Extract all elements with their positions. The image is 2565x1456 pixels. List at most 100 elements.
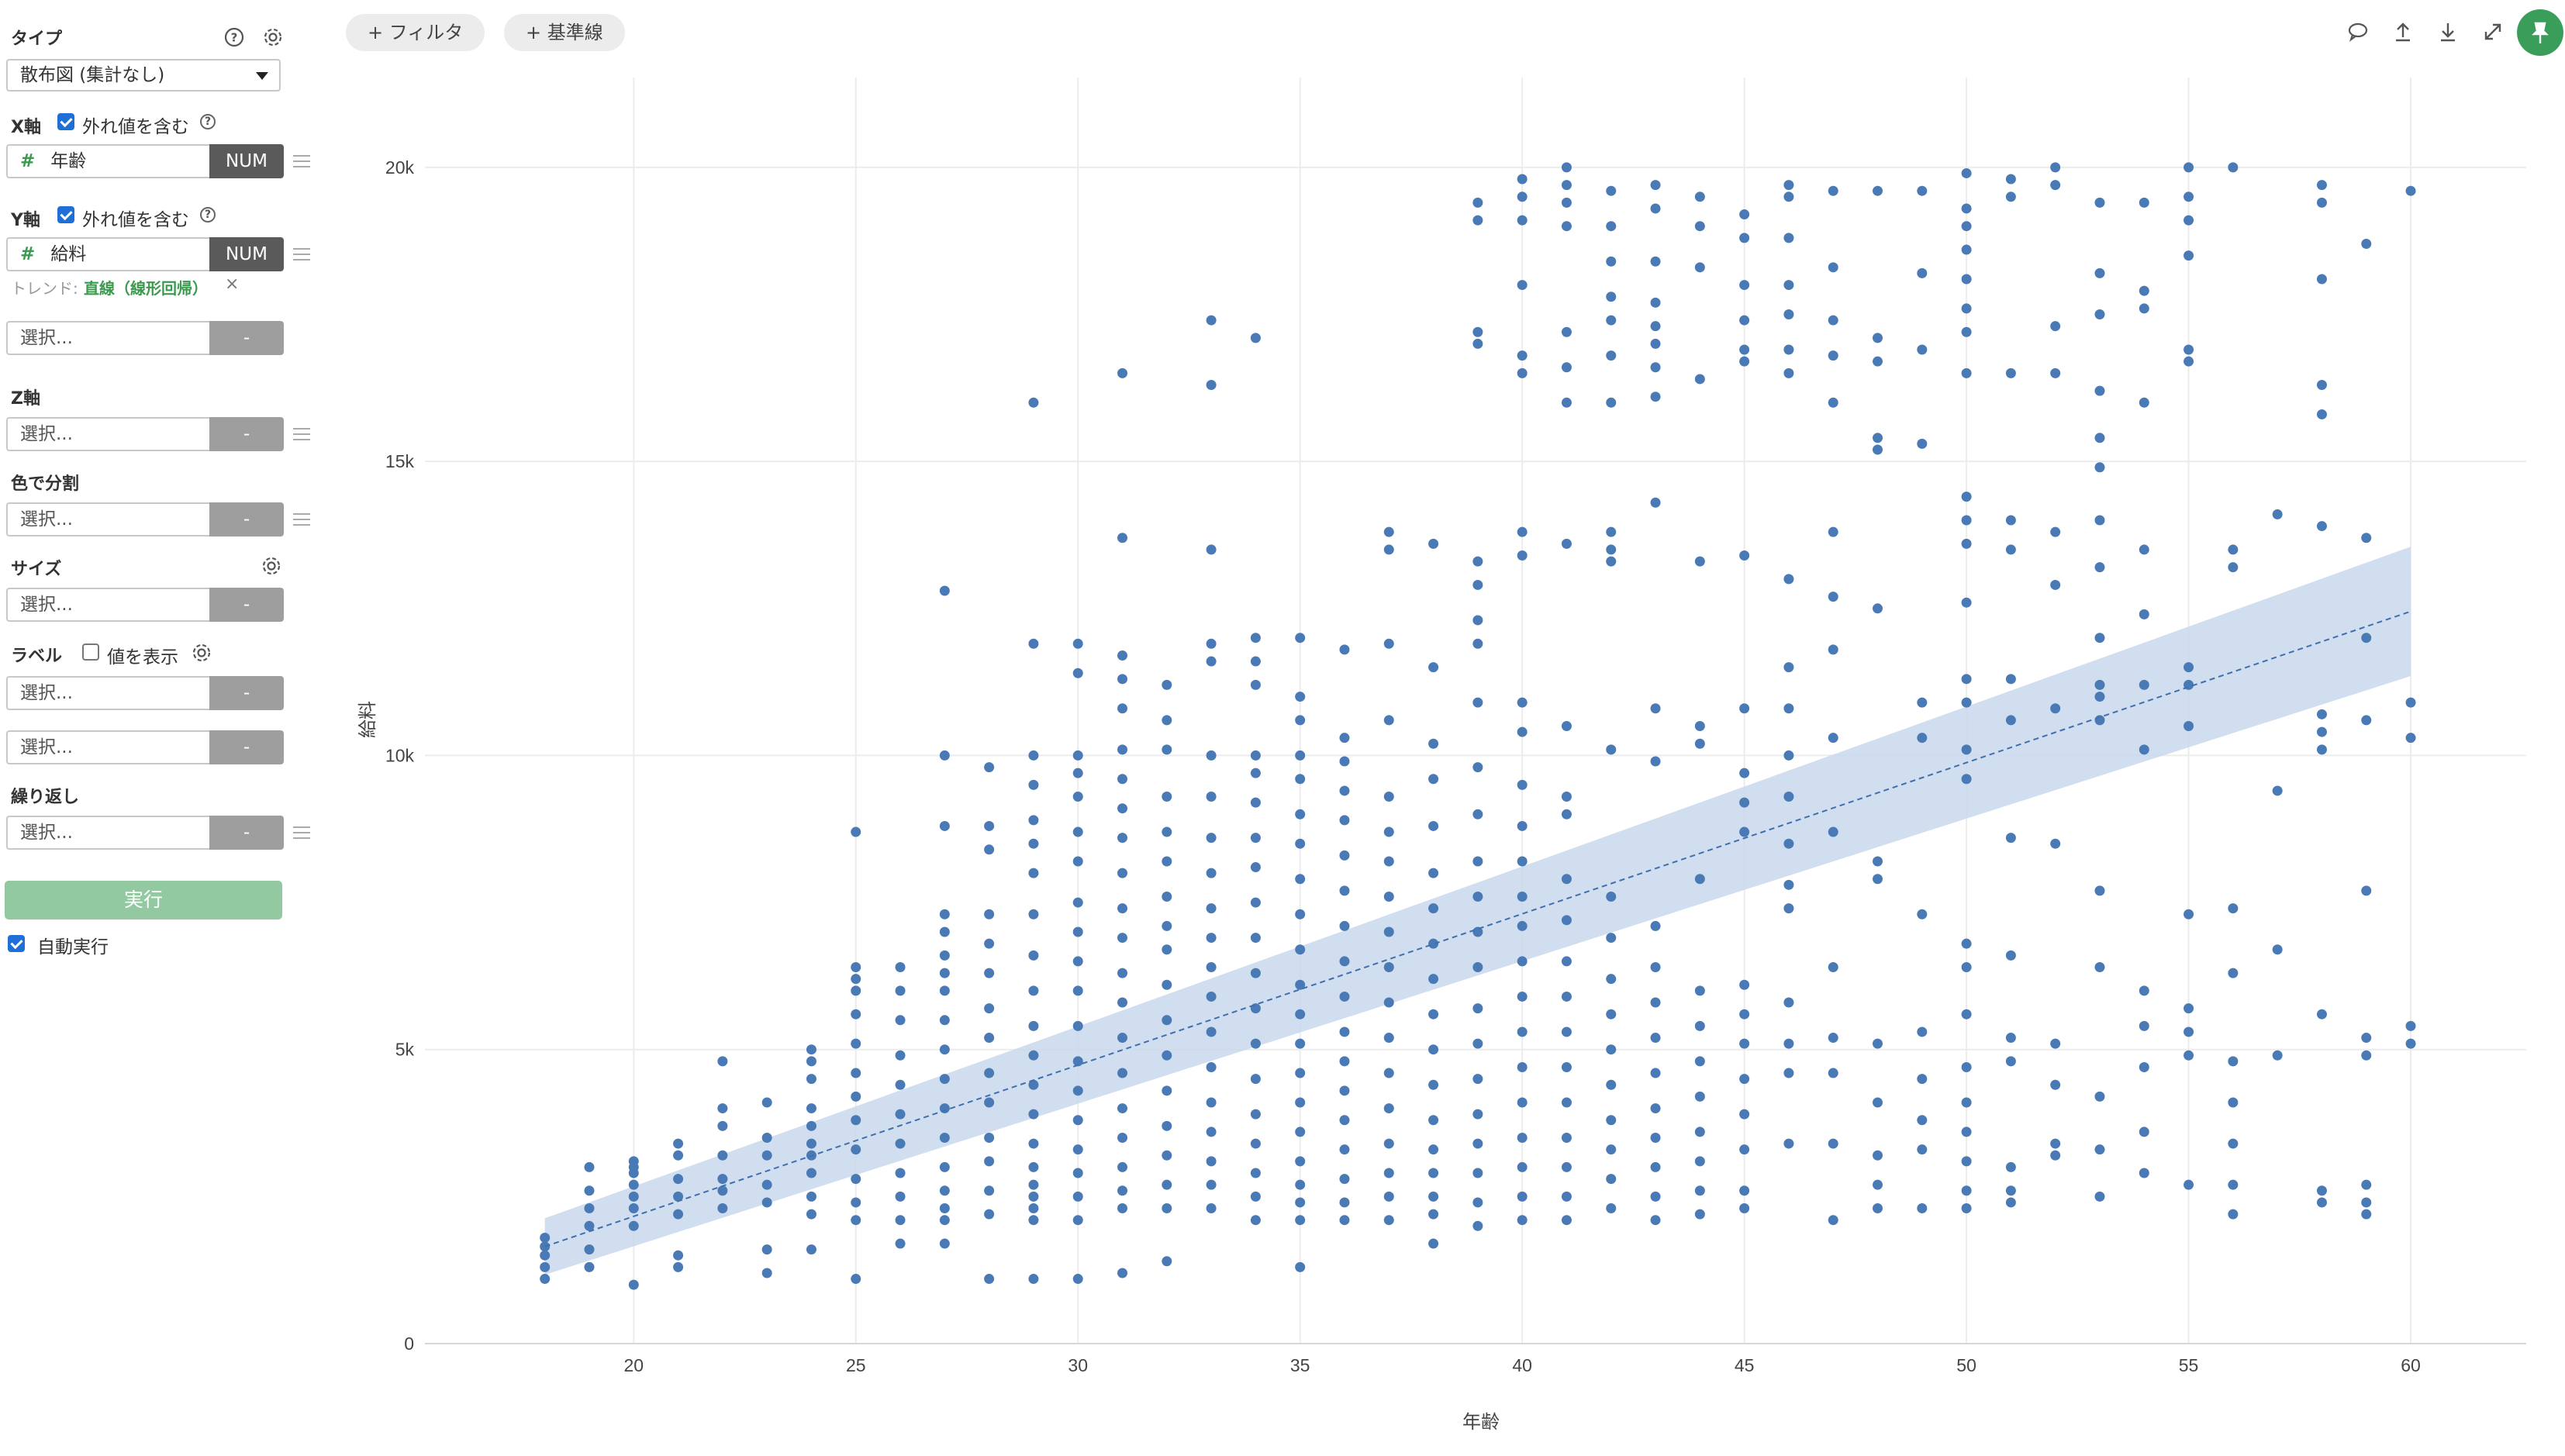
- data-point: [1383, 1068, 1394, 1078]
- data-point: [2050, 367, 2061, 378]
- data-point: [1739, 1185, 1750, 1196]
- auto-run-checkbox[interactable]: [8, 935, 25, 952]
- label-placeholder-2: 選択...: [20, 737, 73, 757]
- data-point: [1383, 1215, 1394, 1226]
- data-point: [2316, 1185, 2327, 1196]
- show-values-checkbox[interactable]: [82, 643, 99, 661]
- data-point: [1828, 397, 1838, 408]
- x-field[interactable]: # 年齢 NUM: [6, 144, 284, 178]
- add-baseline-button[interactable]: + 基準線: [504, 14, 625, 51]
- help-icon[interactable]: ?: [222, 25, 247, 50]
- data-point: [1206, 1097, 1217, 1108]
- gear-icon[interactable]: [261, 25, 285, 50]
- data-point: [2228, 1138, 2239, 1149]
- data-point: [2405, 1020, 2416, 1031]
- data-point: [895, 985, 906, 996]
- extra-y-type-button[interactable]: -: [209, 321, 284, 355]
- help-icon[interactable]: ?: [200, 114, 216, 129]
- label-type-button[interactable]: -: [209, 676, 284, 710]
- trend-remove-icon[interactable]: ×: [225, 274, 240, 294]
- data-point: [540, 1274, 551, 1285]
- data-point: [2184, 250, 2194, 261]
- data-point: [2094, 1091, 2105, 1102]
- gear-icon[interactable]: [259, 554, 284, 578]
- data-point: [1072, 668, 1083, 678]
- data-point: [1295, 1179, 1306, 1190]
- data-point: [2228, 1097, 2239, 1108]
- data-point: [1917, 733, 1928, 744]
- drag-handle-icon[interactable]: [293, 826, 310, 840]
- data-point: [1650, 920, 1661, 931]
- data-point: [895, 1168, 906, 1178]
- data-point: [895, 1138, 906, 1149]
- data-point: [2094, 885, 2105, 896]
- data-point: [2316, 1197, 2327, 1208]
- chart-type-select[interactable]: 散布図 (集計なし): [6, 59, 281, 91]
- data-point: [1206, 1203, 1217, 1214]
- data-point: [1739, 1203, 1750, 1214]
- y-field[interactable]: # 給料 NUM: [6, 237, 284, 271]
- data-point: [1517, 280, 1528, 291]
- data-point: [1561, 991, 1572, 1002]
- y-include-outliers-checkbox[interactable]: [57, 206, 74, 223]
- data-point: [1117, 803, 1128, 814]
- color-placeholder: 選択...: [20, 509, 73, 530]
- download-icon[interactable]: [2435, 19, 2461, 45]
- data-point: [1072, 638, 1083, 649]
- label-field-2[interactable]: 選択... -: [6, 730, 284, 764]
- data-point: [2094, 692, 2105, 702]
- size-field[interactable]: 選択... -: [6, 588, 284, 622]
- x-field-type-button[interactable]: NUM: [209, 144, 284, 178]
- data-point: [2094, 309, 2105, 319]
- y-field-type-button[interactable]: NUM: [209, 237, 284, 271]
- x-include-outliers-checkbox[interactable]: [57, 113, 74, 130]
- z-field[interactable]: 選択... -: [6, 417, 284, 451]
- label-type-button-2[interactable]: -: [209, 730, 284, 764]
- expand-icon[interactable]: [2480, 19, 2506, 45]
- data-point: [1917, 1026, 1928, 1037]
- data-point: [2228, 903, 2239, 914]
- data-point: [1250, 862, 1261, 873]
- add-filter-button[interactable]: + フィルタ: [346, 14, 485, 51]
- data-point: [2361, 633, 2372, 643]
- z-type-button[interactable]: -: [209, 417, 284, 451]
- repeat-field[interactable]: 選択... -: [6, 816, 284, 850]
- data-point: [895, 1015, 906, 1026]
- repeat-type-button[interactable]: -: [209, 816, 284, 850]
- drag-handle-icon[interactable]: [293, 513, 310, 527]
- data-point: [1072, 1085, 1083, 1096]
- help-icon[interactable]: ?: [200, 207, 216, 223]
- data-point: [1561, 721, 1572, 731]
- gear-icon[interactable]: [189, 640, 214, 665]
- upload-icon[interactable]: [2390, 19, 2416, 45]
- data-point: [1028, 1191, 1039, 1202]
- extra-y-field[interactable]: 選択... -: [6, 321, 284, 355]
- run-button[interactable]: 実行: [5, 881, 282, 919]
- y-tick-label: 15k: [385, 451, 415, 471]
- data-point: [984, 909, 995, 919]
- data-point: [984, 844, 995, 855]
- drag-handle-icon[interactable]: [293, 248, 310, 262]
- trend-value-link[interactable]: 直線（線形回帰）: [84, 279, 208, 298]
- data-point: [2139, 397, 2149, 408]
- data-points: [540, 162, 2416, 1290]
- drag-handle-icon[interactable]: [293, 428, 310, 442]
- data-point: [1561, 915, 1572, 926]
- color-type-button[interactable]: -: [209, 502, 284, 537]
- data-point: [1428, 1079, 1439, 1090]
- data-point: [1561, 1061, 1572, 1072]
- comment-icon[interactable]: [2345, 19, 2371, 45]
- data-point: [1250, 750, 1261, 761]
- color-field[interactable]: 選択... -: [6, 502, 284, 537]
- data-point: [939, 820, 950, 831]
- size-type-button[interactable]: -: [209, 588, 284, 622]
- drag-handle-icon[interactable]: [293, 155, 310, 169]
- data-point: [2050, 526, 2061, 537]
- data-point: [1828, 526, 1838, 537]
- data-point: [1339, 1144, 1350, 1155]
- data-point: [761, 1268, 772, 1278]
- pin-button[interactable]: [2517, 9, 2563, 56]
- label-field-1[interactable]: 選択... -: [6, 676, 284, 710]
- data-point: [2316, 709, 2327, 719]
- data-point: [1295, 750, 1306, 761]
